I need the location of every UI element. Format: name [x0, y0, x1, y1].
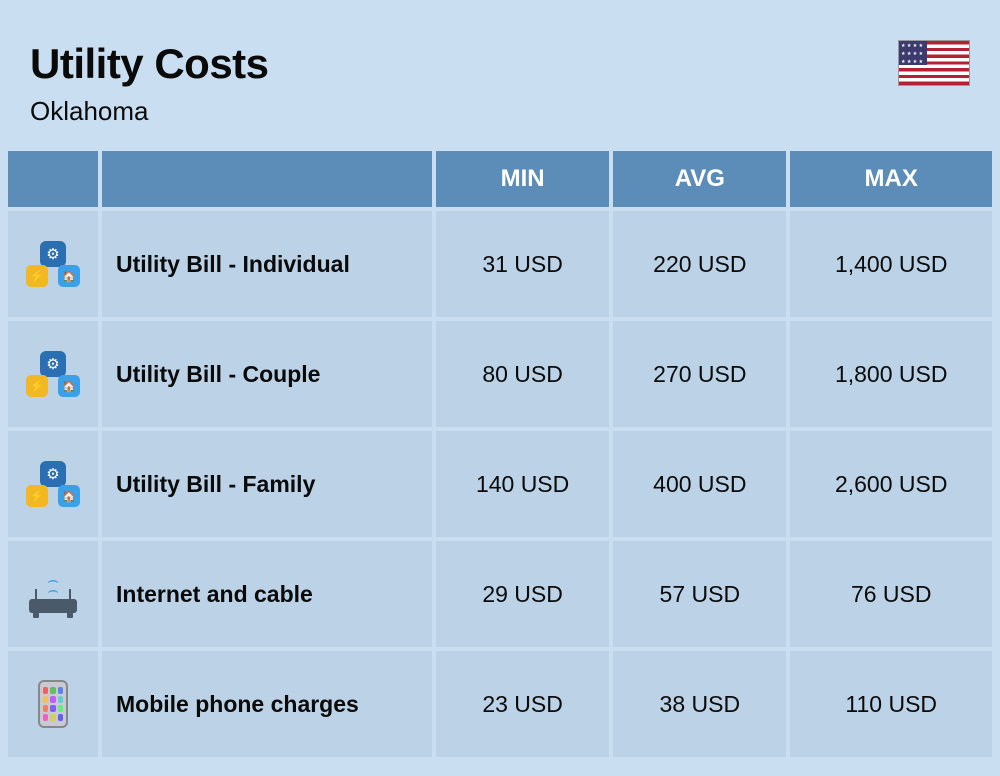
row-avg: 38 USD	[613, 651, 786, 757]
row-max: 76 USD	[790, 541, 992, 647]
col-header-avg: AVG	[613, 151, 786, 207]
row-avg: 400 USD	[613, 431, 786, 537]
row-avg: 57 USD	[613, 541, 786, 647]
row-min: 29 USD	[436, 541, 609, 647]
row-avg: 270 USD	[613, 321, 786, 427]
table-row: Utility Bill - Couple 80 USD 270 USD 1,8…	[8, 321, 992, 427]
col-header-min: MIN	[436, 151, 609, 207]
col-header-icon	[8, 151, 98, 207]
utilities-icon	[26, 241, 80, 287]
us-flag-icon	[898, 40, 970, 86]
row-min: 140 USD	[436, 431, 609, 537]
col-header-label	[102, 151, 432, 207]
row-label: Utility Bill - Couple	[102, 321, 432, 427]
row-label: Utility Bill - Family	[102, 431, 432, 537]
table-row: Utility Bill - Family 140 USD 400 USD 2,…	[8, 431, 992, 537]
utilities-icon	[26, 461, 80, 507]
row-icon-cell	[8, 431, 98, 537]
row-max: 1,400 USD	[790, 211, 992, 317]
col-header-max: MAX	[790, 151, 992, 207]
phone-icon	[38, 680, 68, 728]
row-min: 23 USD	[436, 651, 609, 757]
page-title: Utility Costs	[30, 40, 269, 88]
table-row: Mobile phone charges 23 USD 38 USD 110 U…	[8, 651, 992, 757]
utilities-icon	[26, 351, 80, 397]
row-max: 1,800 USD	[790, 321, 992, 427]
table-header-row: MIN AVG MAX	[8, 151, 992, 207]
row-icon-cell	[8, 651, 98, 757]
utility-costs-table: MIN AVG MAX Utility Bill - Individual 31…	[0, 147, 1000, 761]
row-min: 31 USD	[436, 211, 609, 317]
router-icon: ⌢⌢	[26, 575, 80, 613]
row-label: Utility Bill - Individual	[102, 211, 432, 317]
row-label: Internet and cable	[102, 541, 432, 647]
table-body: Utility Bill - Individual 31 USD 220 USD…	[8, 211, 992, 757]
row-max: 110 USD	[790, 651, 992, 757]
row-max: 2,600 USD	[790, 431, 992, 537]
row-icon-cell	[8, 211, 98, 317]
row-label: Mobile phone charges	[102, 651, 432, 757]
header: Utility Costs Oklahoma	[0, 0, 1000, 147]
page-subtitle: Oklahoma	[30, 96, 269, 127]
row-avg: 220 USD	[613, 211, 786, 317]
header-text: Utility Costs Oklahoma	[30, 40, 269, 127]
row-icon-cell	[8, 321, 98, 427]
table-row: ⌢⌢ Internet and cable 29 USD 57 USD 76 U…	[8, 541, 992, 647]
row-min: 80 USD	[436, 321, 609, 427]
table-row: Utility Bill - Individual 31 USD 220 USD…	[8, 211, 992, 317]
row-icon-cell: ⌢⌢	[8, 541, 98, 647]
